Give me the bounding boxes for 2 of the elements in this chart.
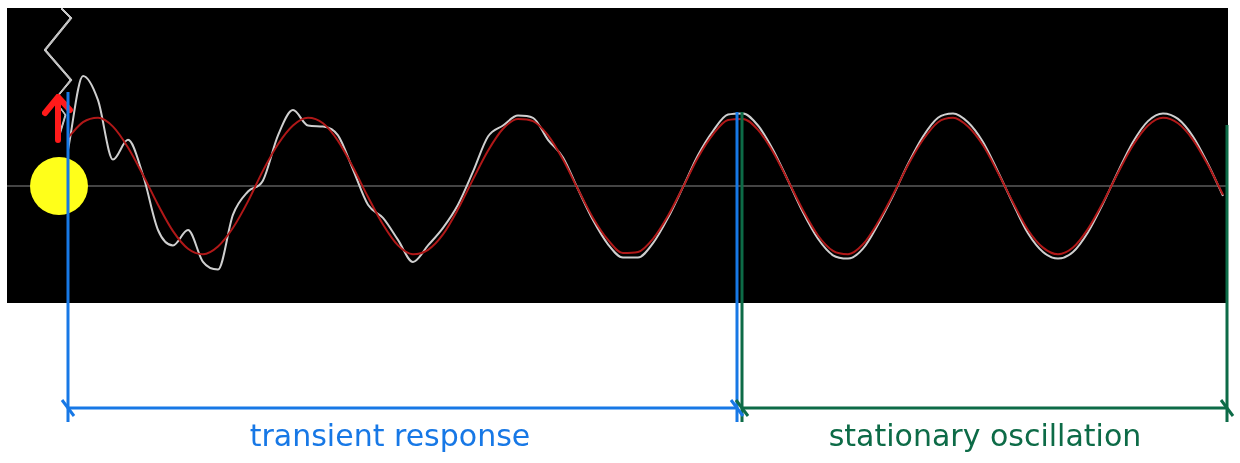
text: stationary oscillation	[828, 418, 1142, 453]
text: transient response	[249, 418, 531, 453]
